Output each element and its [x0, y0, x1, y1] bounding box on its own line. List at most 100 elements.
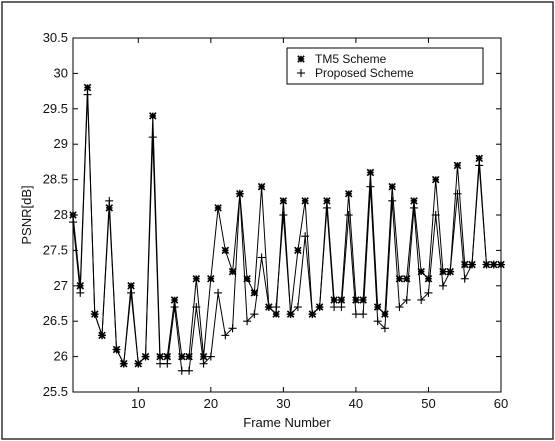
data-point: [475, 161, 484, 170]
y-tick-label: 29: [54, 136, 68, 151]
data-point: [112, 345, 121, 354]
data-point: [315, 303, 324, 312]
data-point: [489, 260, 498, 269]
x-tick-label: 30: [276, 396, 290, 411]
data-point: [98, 331, 107, 340]
data-point: [149, 112, 157, 120]
legend-marker-tm5: [297, 55, 305, 63]
data-point: [322, 203, 331, 212]
data-point: [163, 359, 172, 368]
data-point: [359, 310, 368, 319]
y-tick-label: 27.5: [43, 242, 68, 257]
data-point: [417, 295, 426, 304]
data-point: [235, 189, 244, 198]
x-tick-label: 50: [421, 396, 435, 411]
data-point: [264, 303, 273, 312]
data-point: [250, 310, 259, 319]
data-point: [279, 197, 288, 205]
data-point: [395, 303, 404, 312]
data-point: [439, 267, 447, 276]
data-point: [453, 161, 462, 170]
data-point: [294, 246, 302, 255]
data-point: [127, 282, 135, 290]
data-point: [301, 197, 309, 205]
data-point: [69, 211, 77, 219]
data-point: [207, 274, 215, 283]
data-point: [163, 352, 172, 361]
data-point: [388, 182, 396, 191]
data-point: [199, 359, 208, 368]
y-tick-label: 28.5: [43, 172, 68, 187]
legend-marker-proposed: [297, 69, 305, 77]
data-point: [170, 303, 179, 312]
y-tick-label: 27: [54, 278, 68, 293]
data-point: [352, 296, 360, 304]
data-point: [409, 203, 418, 212]
data-point: [119, 359, 128, 368]
data-point: [424, 288, 433, 297]
data-point: [373, 303, 382, 311]
data-point: [141, 352, 150, 361]
legend-label-proposed: Proposed Scheme: [315, 66, 414, 80]
data-point: [221, 331, 230, 340]
data-point: [221, 246, 230, 255]
data-point: [330, 303, 339, 312]
data-point: [380, 324, 389, 333]
data-point: [272, 303, 281, 312]
data-point: [431, 211, 440, 219]
x-tick-label: 60: [494, 396, 508, 411]
data-point: [431, 175, 440, 184]
series-line: [72, 94, 501, 372]
data-point: [134, 359, 143, 368]
data-point: [460, 260, 469, 269]
legend-box: [286, 47, 484, 85]
data-point: [83, 83, 92, 92]
data-point: [359, 296, 367, 304]
y-tick-label: 25.5: [43, 384, 68, 399]
data-point: [257, 253, 266, 262]
data-point: [366, 168, 375, 177]
data-point: [257, 182, 266, 191]
series-proposed: [69, 90, 505, 375]
data-point: [351, 310, 360, 319]
data-point: [90, 310, 99, 319]
legend-label-tm5: TM5 Scheme: [315, 52, 387, 66]
data-point: [170, 296, 179, 304]
y-tick-label: 30.5: [43, 30, 68, 45]
data-point: [185, 366, 194, 375]
data-point: [214, 288, 223, 297]
data-point: [410, 197, 418, 205]
plot-area: [72, 37, 502, 393]
data-point: [402, 295, 411, 304]
data-point: [497, 260, 505, 269]
y-tick-label: 28: [54, 207, 68, 222]
x-tick-label: 20: [204, 396, 218, 411]
data-point: [228, 324, 237, 333]
data-point: [286, 310, 295, 319]
data-point: [467, 260, 476, 269]
data-point: [453, 189, 462, 198]
data-point: [156, 359, 165, 368]
data-point: [272, 310, 280, 318]
data-point: [337, 303, 346, 312]
legend: TM5 Scheme Proposed Scheme: [286, 47, 484, 85]
x-axis-label: Frame Number: [243, 415, 331, 430]
data-point: [177, 366, 186, 375]
data-point: [438, 281, 447, 290]
series-layer: [69, 83, 505, 375]
data-point: [424, 274, 433, 283]
data-point: [228, 267, 237, 276]
y-tick-label: 29.5: [43, 101, 68, 116]
data-point: [460, 274, 469, 283]
data-point: [127, 288, 136, 297]
data-point: [105, 196, 114, 205]
data-point: [373, 317, 382, 326]
y-tick-label: 26: [54, 349, 68, 364]
data-point: [388, 196, 397, 205]
data-point: [206, 352, 215, 361]
y-tick-label: 26.5: [43, 313, 68, 328]
data-point: [148, 133, 157, 142]
